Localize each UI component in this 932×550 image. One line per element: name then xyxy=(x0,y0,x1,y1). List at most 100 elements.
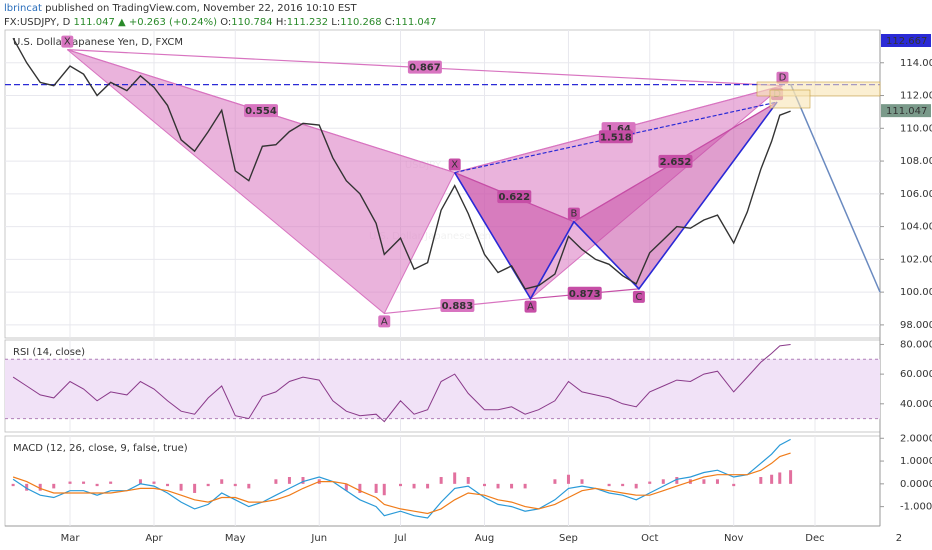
histogram-bar xyxy=(11,483,15,487)
histogram-bar xyxy=(580,479,584,484)
y-tick-label: 80.0000 xyxy=(900,339,932,350)
histogram-bar xyxy=(358,483,362,493)
histogram-bar xyxy=(344,483,348,491)
point-box xyxy=(378,315,391,328)
histogram-bar xyxy=(759,477,763,484)
price-tag-label: 111.047 xyxy=(886,106,927,117)
histogram-bar xyxy=(166,483,170,487)
histogram-bar xyxy=(566,474,570,484)
histogram-bar xyxy=(702,479,706,484)
ohlc-value: 110.784 xyxy=(231,17,272,28)
y-tick-label: 102.000 xyxy=(900,254,932,265)
histogram-bar xyxy=(95,483,99,487)
histogram-bar xyxy=(382,483,386,496)
histogram-bar xyxy=(82,481,86,484)
ratio-label: 0.622 xyxy=(498,192,530,203)
histogram-bar xyxy=(220,479,224,484)
point-label: X xyxy=(64,37,71,48)
histogram-bar xyxy=(634,483,638,489)
histogram-bar xyxy=(274,479,278,484)
histogram-bar xyxy=(52,483,56,489)
histogram-bar xyxy=(439,477,443,484)
histogram-bar xyxy=(109,481,113,484)
x-tick-label: Jun xyxy=(310,533,327,544)
ratio-box xyxy=(567,286,602,300)
watermark-sub: U.S. Dollar/Japanese Yen xyxy=(369,231,491,242)
histogram-bar xyxy=(770,474,774,484)
x-tick-label: Oct xyxy=(641,533,658,544)
ohlc-label: O: xyxy=(220,17,231,28)
x-tick-label: May xyxy=(225,533,246,544)
y-tick-label: 108.000 xyxy=(900,156,932,167)
ohlc-label: L: xyxy=(331,17,340,28)
y-tick-label: 100.000 xyxy=(900,287,932,298)
plot-layer: Mar Apr May Jun Jul Aug Sep Oct Nov Dec 2 98.000 100… xyxy=(4,29,932,544)
histogram-bar xyxy=(68,481,72,484)
price-tag xyxy=(881,104,931,118)
price-tag xyxy=(881,34,931,47)
x-tick-label: Nov xyxy=(724,533,744,544)
histogram-bar xyxy=(193,483,197,493)
ohlc-value: 110.268 xyxy=(340,17,381,28)
y-tick-label: 2.0000 xyxy=(900,433,932,444)
point-box xyxy=(632,290,645,303)
ratio-label: 0.883 xyxy=(442,301,474,312)
ohlc-label: C: xyxy=(385,17,395,28)
symbol: FX:USDJPY, D xyxy=(4,17,71,28)
x-tick-label: Mar xyxy=(61,533,81,544)
ratio-box xyxy=(440,299,475,313)
x-tick-label: 2 xyxy=(896,533,902,544)
series-line xyxy=(12,37,791,290)
point-label: D xyxy=(779,73,787,84)
header-line: lbrincat published on TradingView.com, N… xyxy=(4,3,358,14)
histogram-bar xyxy=(179,483,183,491)
ohlc-label: H: xyxy=(276,17,287,28)
histogram-bar xyxy=(301,477,305,484)
series-line xyxy=(12,344,791,423)
y-tick-label: 112.000 xyxy=(900,91,932,102)
point-box xyxy=(524,300,537,313)
histogram-bar xyxy=(621,483,625,487)
y-tick-label: 104.000 xyxy=(900,222,932,233)
ohlc-value: 111.047 xyxy=(395,17,436,28)
prz-zone xyxy=(769,89,811,109)
point-label: C xyxy=(635,292,642,303)
ratio-box xyxy=(407,60,442,74)
histogram-bar xyxy=(789,470,793,484)
histogram-bar xyxy=(482,483,486,487)
histogram-bar xyxy=(453,472,457,484)
histogram-bar xyxy=(38,483,42,491)
histogram-bar xyxy=(661,479,665,484)
ratio-box xyxy=(497,190,532,204)
ratio-label: 2.652 xyxy=(660,157,692,168)
histogram-bar xyxy=(607,483,611,487)
ohlc-value: 111.232 xyxy=(287,17,328,28)
y-tick-label: 106.000 xyxy=(900,189,932,200)
rsi-band xyxy=(5,359,880,419)
author[interactable]: lbrincat xyxy=(4,3,42,14)
histogram-bar xyxy=(399,483,403,487)
histogram-bar xyxy=(426,483,430,489)
price: 111.047 xyxy=(73,17,114,28)
histogram-bar xyxy=(648,481,652,484)
x-tick-label: Jul xyxy=(393,533,406,544)
point-box xyxy=(776,71,789,84)
ratio-label: 1.64 xyxy=(606,124,631,135)
histogram-bar xyxy=(523,483,527,489)
pattern-path xyxy=(454,101,778,301)
panel-title: MACD (12, 26, close, 9, false, true) xyxy=(13,443,188,454)
y-tick-label: 60.0000 xyxy=(900,369,932,380)
x-tick-label: Apr xyxy=(145,533,163,544)
histogram-bar xyxy=(715,479,719,484)
histogram-bar xyxy=(206,483,210,487)
y-tick-label: 1.0000 xyxy=(900,456,932,467)
histogram-bar xyxy=(510,483,514,489)
histogram-bar xyxy=(247,483,251,489)
y-tick-label: 110.000 xyxy=(900,123,932,134)
ratio-box xyxy=(243,104,278,118)
histogram-bar xyxy=(25,483,29,491)
y-tick-label: -1.0000 xyxy=(900,502,932,513)
panel-title: RSI (14, close) xyxy=(13,347,85,358)
x-tick-label: Aug xyxy=(475,533,495,544)
series-line xyxy=(12,452,791,515)
